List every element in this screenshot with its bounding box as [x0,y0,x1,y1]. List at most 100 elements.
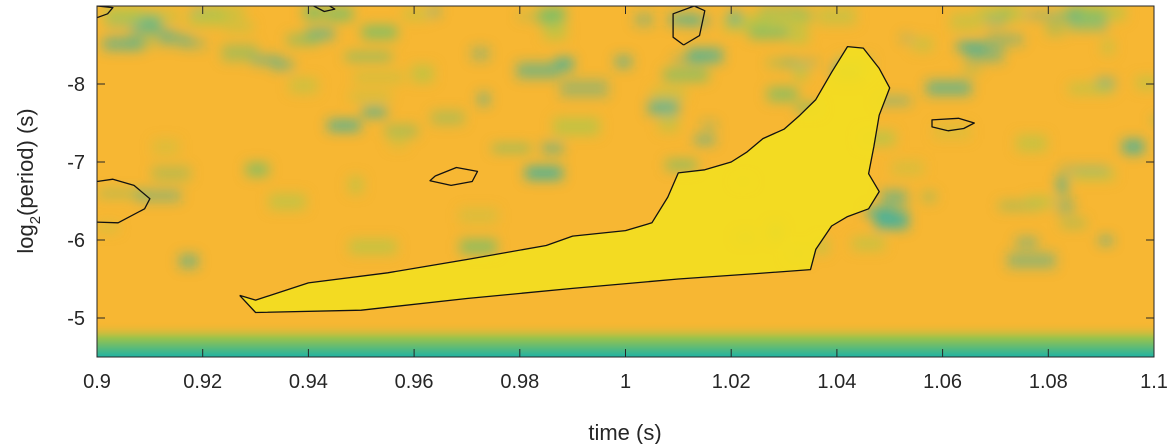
heatmap-speckle [306,28,335,40]
contour-layer [97,6,975,314]
heatmap-speckle [881,189,907,207]
heatmap-speckle [1026,196,1053,208]
heatmap-speckle [694,135,716,145]
heatmap-speckle [1102,39,1114,55]
heatmap-speckle [1152,116,1154,125]
heatmap-speckle [999,201,1042,211]
heatmap-speckle [389,130,407,149]
contour-line [97,6,114,19]
heatmap-speckle [634,13,654,27]
heatmap-speckle [962,66,981,74]
heatmap-speckle [325,7,353,22]
heatmap-speckle-layer [97,6,1154,269]
heatmap-speckle [97,223,119,232]
contour-line [313,6,336,13]
heatmap-speckle [136,190,181,202]
heatmap-speckle [652,86,687,101]
heatmap-speckle [1073,168,1115,181]
heatmap-speckle [1000,6,1013,21]
heatmap-speckle [362,107,387,117]
x-tick-label: 1.04 [817,371,856,393]
x-tick-label: 1.02 [712,371,751,393]
y-tick-label: -7 [67,152,85,174]
heatmap-speckle [1007,252,1056,269]
y-axis: -5 -6 -7 -8 [67,74,1154,330]
heatmap-speckle [143,10,180,23]
x-tick-label: 0.92 [183,371,222,393]
heatmap-speckle [817,7,856,26]
heatmap-speckle [252,55,281,65]
heatmap-speckle [179,254,199,268]
heatmap-speckle [1024,11,1068,19]
heatmap-speckle [152,139,180,155]
heatmap-speckle [269,193,306,210]
heatmap-speckle [98,190,144,197]
heatmap-speckle [225,22,253,32]
heatmap-area [97,6,1154,357]
heatmap-speckle [1067,22,1104,30]
heatmap-speckle [875,211,909,230]
heatmap-speckle [345,52,392,61]
heatmap-speckle [289,78,318,94]
y-tick-label: -8 [67,74,85,96]
heatmap-speckle [1016,135,1047,152]
heatmap-speckle [648,99,679,115]
contour-line [672,6,706,46]
heatmap-speckle [761,13,809,28]
heatmap-speckle [471,46,490,61]
y-axis-label: log2(period) (s) [13,108,44,253]
heatmap-speckle [431,110,465,125]
heatmap-speckle [203,6,245,20]
heatmap-speckle [411,65,434,83]
heatmap-speckle [403,8,429,21]
heatmap-speckle [767,87,798,102]
heatmap-speckle [977,6,1024,21]
heatmap-speckle [429,6,440,17]
x-tick-label: 1 [620,371,631,393]
heatmap-speckle [728,11,741,25]
heatmap-speckle [788,28,809,44]
heatmap-speckle [354,71,404,83]
heatmap-speckle [348,176,363,194]
heatmap-speckle [912,37,933,52]
heatmap-speckle [246,162,269,177]
heatmap-speckle [553,117,600,136]
heatmap-speckle [525,166,563,180]
heatmap-speckle [1056,175,1068,194]
heatmap-speckle [459,208,498,224]
heatmap-speckle [560,79,609,98]
heatmap-speckle [543,22,567,40]
heatmap-speckle [492,144,531,152]
heatmap-speckle [926,80,972,96]
heatmap-speckle [103,7,142,25]
heatmap-speckle [891,161,924,176]
x-tick-label: 0.96 [395,371,434,393]
x-axis-label: time (s) [588,420,661,444]
heatmap-speckle [672,55,703,64]
heatmap-speckle [663,68,709,82]
heatmap-speckle [159,28,177,40]
x-tick-label: 0.98 [500,371,539,393]
heatmap-speckle [950,13,981,31]
heatmap-speckle [516,62,559,79]
contour-line [429,166,479,187]
heatmap-speckle [478,92,489,106]
heatmap-speckle [794,65,808,81]
heatmap-speckle [1046,18,1065,37]
heatmap-speckle [665,159,697,171]
contour-line [239,45,891,314]
heatmap-speckle [767,59,796,67]
heatmap-speckle [701,121,717,129]
x-tick-label: 1.06 [923,371,962,393]
heatmap-speckle [1016,237,1038,247]
heatmap-speckle [901,33,912,43]
heatmap-speckle [152,166,191,181]
heatmap-speckle [180,38,206,49]
heatmap-speckle [103,37,144,51]
x-tick-label: 0.9 [83,371,111,393]
heatmap-speckle [1056,198,1075,214]
heatmap-speckle [541,142,564,154]
heatmap-speckle [749,26,789,39]
contour-line [97,178,151,224]
